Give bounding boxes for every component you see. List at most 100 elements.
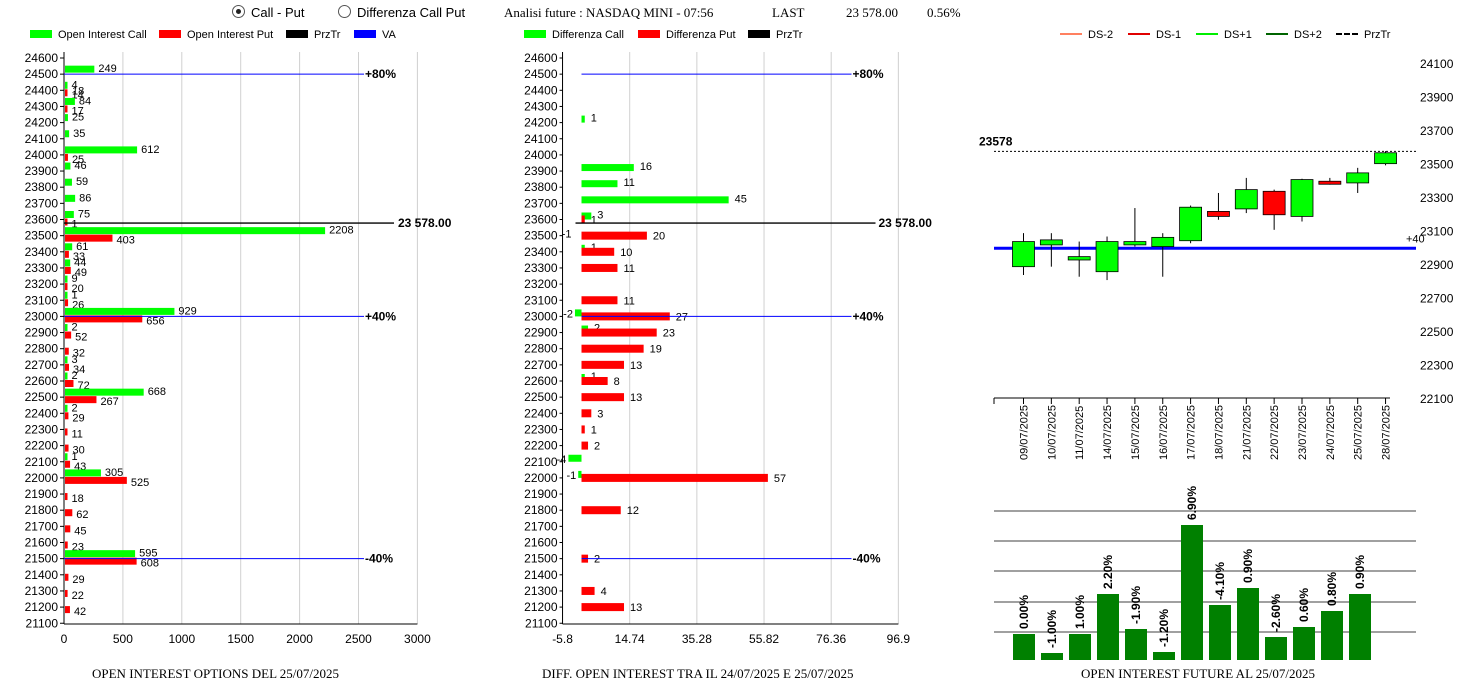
y-tick-label: 23700: [1420, 124, 1454, 138]
strike-label: 22500: [524, 390, 558, 404]
strike-label: 21700: [25, 519, 59, 533]
call-bar: [65, 275, 68, 283]
put-diff-label: 11: [623, 263, 634, 275]
future-value-label: 1.00%: [1073, 595, 1087, 629]
strike-label: 23600: [25, 213, 59, 227]
strike-label: 23700: [524, 196, 558, 210]
call-diff-label: 3: [597, 210, 603, 222]
put-diff-bar: [581, 473, 768, 482]
put-diff-label: 13: [630, 392, 642, 404]
legend-diff-put: Differenza Put: [638, 29, 736, 41]
candle-body: [1290, 179, 1314, 217]
call-value-label: 929: [178, 305, 196, 317]
date-label: 25/07/2025: [1353, 405, 1365, 460]
radio-call-put[interactable]: Call - Put: [232, 5, 304, 20]
put-bar: [65, 557, 137, 565]
call-value-label: 9: [72, 273, 78, 285]
y-tick-label: 23500: [1420, 158, 1454, 172]
candle-body: [1374, 152, 1397, 165]
call-bar: [65, 178, 72, 186]
x-tick-label: 35.28: [682, 632, 712, 646]
call-bar: [65, 372, 68, 380]
put-bar: [65, 89, 68, 97]
candle-body: [1179, 206, 1202, 242]
strike-label: 24100: [524, 132, 558, 146]
put-value-label: 52: [75, 332, 87, 344]
call-diff-bar: [581, 212, 592, 220]
call-value-label: 2: [72, 322, 78, 334]
put-diff-label: 13: [630, 360, 642, 372]
call-diff-label: -1: [566, 470, 576, 482]
strike-label: 24000: [25, 148, 59, 162]
strike-label: 22800: [25, 342, 59, 356]
candle-body: [1067, 256, 1091, 261]
future-bar: [1293, 627, 1315, 660]
last-label: LAST: [772, 5, 805, 20]
date-label: 23/07/2025: [1297, 405, 1309, 460]
strike-label: 22000: [25, 471, 59, 485]
call-bar: [65, 550, 136, 558]
future-value-label: 2.20%: [1101, 555, 1115, 589]
strike-label: 23000: [25, 309, 59, 323]
x-tick-label: 96.9: [887, 632, 911, 646]
y-tick-label: 22300: [1420, 359, 1454, 373]
footer-left: OPEN INTEREST OPTIONS DEL 25/07/2025: [92, 666, 339, 681]
put-diff-label: 11: [623, 295, 634, 307]
call-diff-bar: [581, 180, 618, 188]
call-diff-bar: [581, 196, 729, 204]
date-label: 21/07/2025: [1241, 405, 1253, 460]
strike-label: 21600: [25, 536, 59, 550]
call-value-label: 595: [139, 548, 157, 560]
strike-label: 22300: [524, 422, 558, 436]
strike-label: 21400: [25, 568, 59, 582]
call-value-label: 249: [98, 63, 116, 75]
date-label: 22/07/2025: [1269, 405, 1281, 460]
put-diff-bar: [581, 247, 615, 256]
strike-label: 22100: [25, 455, 59, 469]
call-bar: [65, 114, 68, 122]
future-bar: [1069, 634, 1091, 660]
future-bar: [1097, 594, 1119, 660]
put-value-label: 20: [72, 283, 84, 295]
call-bar: [65, 404, 68, 412]
put-diff-bar: [581, 215, 585, 224]
date-label: 14/07/2025: [1102, 405, 1114, 460]
strike-label: 24300: [25, 99, 59, 113]
call-bar: [65, 388, 144, 396]
put-value-label: 29: [72, 412, 84, 424]
call-diff-bar: [578, 470, 582, 478]
candle-body: [1318, 180, 1342, 185]
put-diff-label: 4: [601, 586, 607, 598]
call-diff-label: 16: [640, 161, 652, 173]
put-value-label: 62: [76, 509, 88, 521]
strike-label: 22600: [25, 374, 59, 388]
price-label: 23 578.00: [398, 216, 452, 230]
x-tick-label: 55.82: [749, 632, 779, 646]
strike-label: 21200: [524, 600, 558, 614]
put-bar: [65, 363, 70, 371]
radio-diff-call-put[interactable]: Differenza Call Put: [338, 5, 465, 20]
strike-label: 21900: [25, 487, 59, 501]
date-label: 28/07/2025: [1381, 405, 1393, 460]
call-bar: [65, 259, 71, 267]
put-diff-bar: [581, 296, 618, 305]
va-label: +40%: [365, 309, 396, 323]
put-value-label: 608: [141, 558, 159, 570]
put-diff-label: 23: [663, 328, 675, 340]
va-label: +80%: [365, 67, 396, 81]
strike-label: 22900: [524, 326, 558, 340]
strike-label: 24500: [25, 67, 59, 81]
put-diff-label: 1: [591, 424, 597, 436]
put-diff-bar: [581, 409, 592, 418]
call-bar: [65, 130, 70, 138]
y-tick-label: 22900: [1420, 258, 1454, 272]
candle-body: [1012, 241, 1035, 268]
strike-label: 23600: [524, 213, 558, 227]
strike-label: 24300: [524, 99, 558, 113]
date-label: 11/07/2025: [1074, 406, 1086, 460]
call-value-label: 2208: [329, 225, 353, 237]
x-tick-label: 76.36: [816, 632, 846, 646]
put-bar: [65, 541, 68, 549]
put-diff-bar: [581, 586, 595, 595]
put-value-label: 29: [72, 574, 84, 586]
